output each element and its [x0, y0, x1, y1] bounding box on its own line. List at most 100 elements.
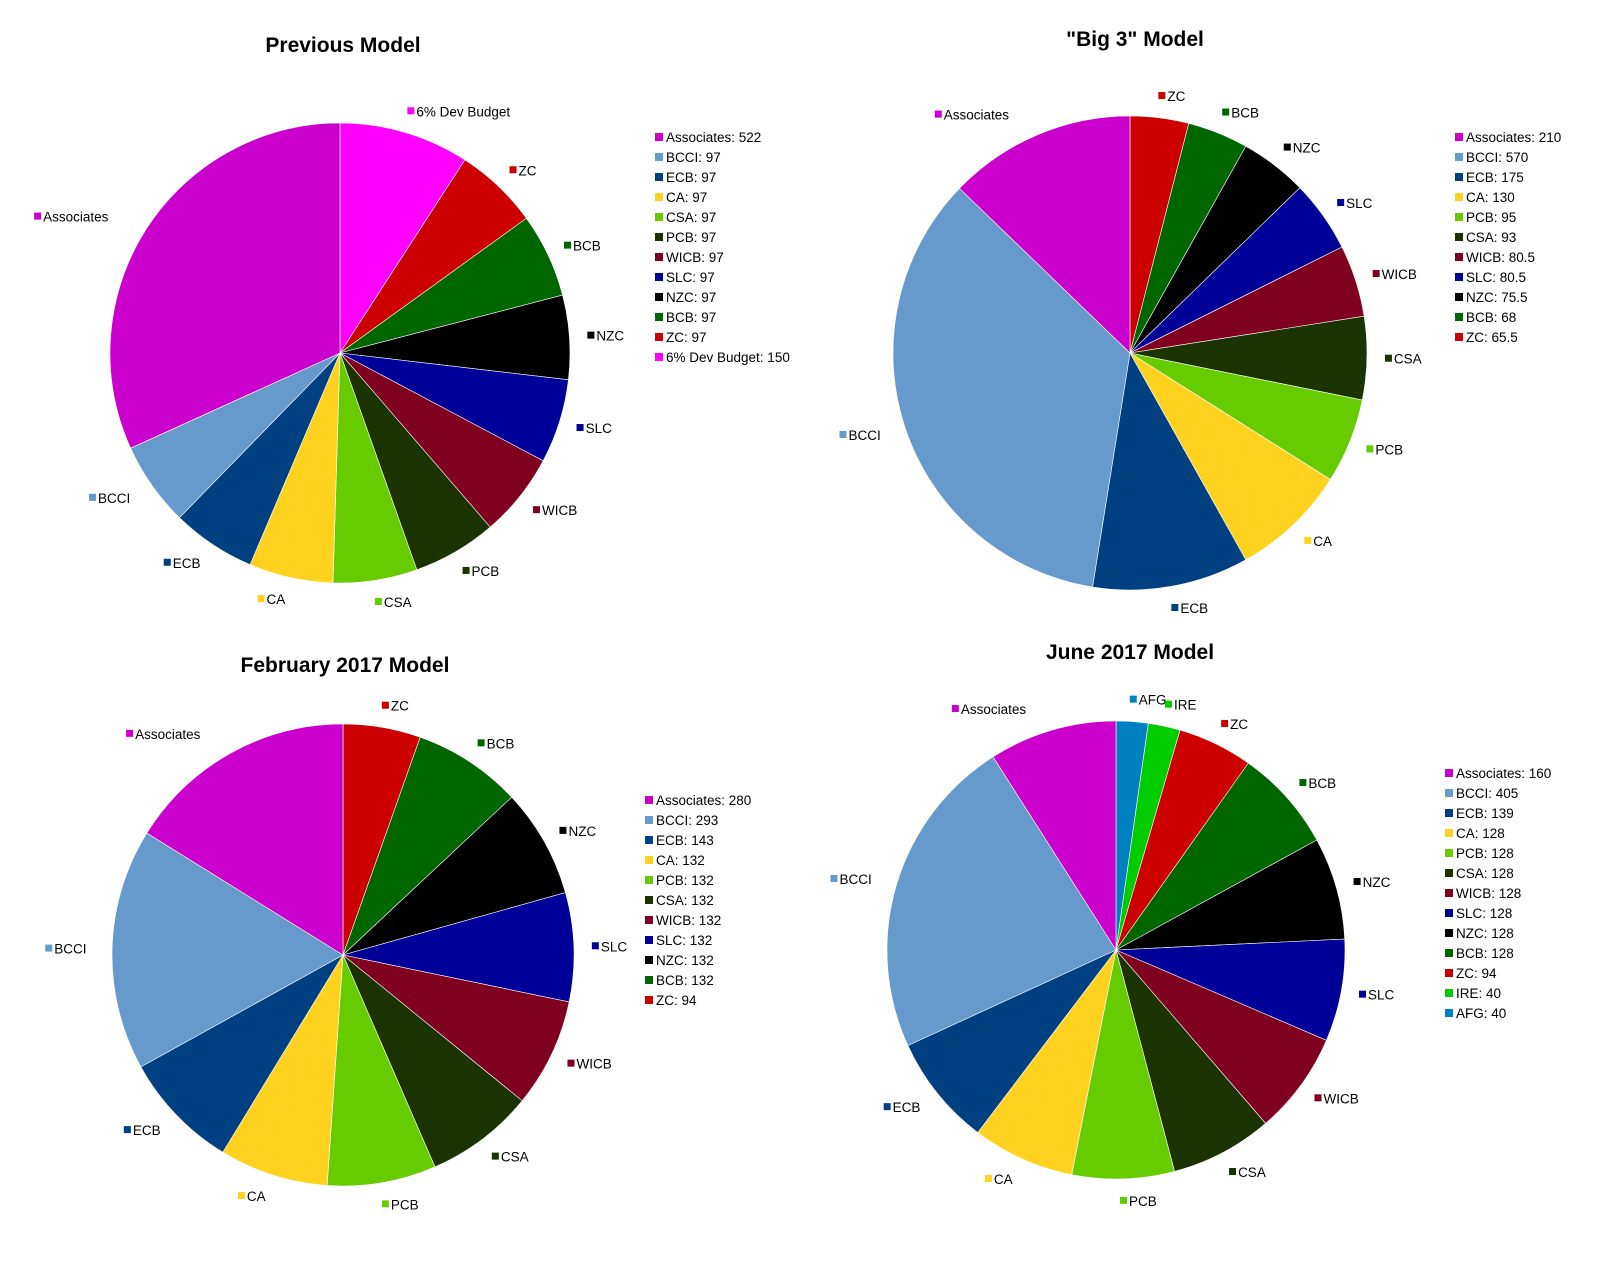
slice-label-marker	[1372, 270, 1380, 278]
slice-label-text: CA	[994, 1172, 1013, 1187]
pie-slice-bcb	[1115, 762, 1318, 951]
slice-label: Associates	[34, 210, 109, 225]
slice-label-text: BCB	[487, 736, 515, 751]
slice-label-marker	[830, 874, 838, 882]
legend-label: ZC: 94	[656, 993, 697, 1008]
pie-chart-4: June 2017 Model AFG IRE ZC BCB NZC SLC WICB CSA P…	[830, 641, 1551, 1209]
slice-label-text: WICB	[576, 1057, 611, 1072]
legend-item: SLC: 80.5	[1455, 270, 1526, 285]
slice-label: CA	[1304, 534, 1332, 549]
pie-slice-pcb	[1071, 949, 1175, 1180]
slice-label-marker	[477, 739, 485, 747]
legend-swatch	[1445, 809, 1453, 817]
legend-label: CA: 97	[666, 190, 707, 205]
slice-label-marker	[951, 705, 959, 713]
legend-item: ECB: 139	[1445, 806, 1514, 821]
slice-label: IRE	[1164, 698, 1197, 713]
slice-label-marker	[163, 558, 171, 566]
slice-label: BCCI	[88, 491, 130, 506]
slice-label-text: BCB	[1308, 776, 1336, 791]
slice-label: PCB	[462, 564, 499, 579]
slice-label-text: CSA	[1238, 1165, 1266, 1180]
legend-label: PCB: 132	[656, 873, 714, 888]
slice-label-text: ZC	[519, 163, 537, 178]
slice-label-marker	[984, 1175, 992, 1183]
slice-label-text: NZC	[1363, 875, 1391, 890]
slice-label-text: NZC	[1293, 141, 1321, 156]
pie-slice-6-dev-budget	[339, 122, 466, 355]
chart-title: "Big 3" Model	[1066, 28, 1204, 51]
slice-label-marker	[381, 1200, 389, 1208]
slice-label: ECB	[1171, 601, 1208, 616]
legend-label: Associates: 522	[666, 130, 761, 145]
legend-label: Associates: 160	[1456, 766, 1551, 781]
legend-item: PCB: 132	[645, 873, 714, 888]
legend-item: WICB: 132	[645, 913, 721, 928]
legend-item: CSA: 97	[655, 210, 716, 225]
legend-item: BCCI: 97	[655, 150, 721, 165]
pie-slice-csa	[342, 954, 523, 1168]
slice-label-text: Associates	[135, 727, 201, 742]
pie-slice-ca	[1129, 352, 1331, 561]
legend-swatch	[1455, 193, 1463, 201]
slice-label: ZC	[1158, 89, 1186, 104]
pie-slice-wicb	[1115, 949, 1327, 1124]
legend-swatch	[1445, 969, 1453, 977]
slice-label: Associates	[934, 108, 1009, 123]
legend-label: BCB: 68	[1466, 310, 1516, 325]
slice-label-marker	[462, 566, 470, 574]
legend-label: BCCI: 293	[656, 813, 718, 828]
pie-slice-pcb	[326, 954, 436, 1187]
pie-slice-associates	[109, 122, 341, 449]
slice-label: CA	[984, 1172, 1013, 1187]
slice-label-text: ZC	[1167, 89, 1185, 104]
slice-label-text: BCCI	[54, 942, 86, 957]
legend-swatch	[655, 153, 663, 161]
legend-item: Associates: 210	[1455, 130, 1561, 145]
slice-label: ECB	[123, 1123, 161, 1138]
slice-label-text: Associates	[961, 702, 1027, 717]
legend-swatch	[1455, 293, 1463, 301]
slice-label-marker	[1119, 1196, 1127, 1204]
slice-label-text: CA	[1313, 534, 1332, 549]
slice-label-marker	[1353, 877, 1361, 885]
legend-item: CSA: 128	[1445, 866, 1514, 881]
legend-label: ECB: 97	[666, 170, 716, 185]
slice-label: CSA	[374, 595, 412, 610]
pie-slice-bcci	[892, 187, 1131, 588]
legend-item: ECB: 143	[645, 833, 714, 848]
legend-swatch	[1445, 929, 1453, 937]
legend-label: PCB: 97	[666, 230, 716, 245]
slice-label: ZC	[1221, 717, 1248, 732]
slice-label: BCCI	[830, 872, 872, 887]
slice-label-text: SLC	[601, 939, 628, 954]
pie-slice-nzc	[342, 796, 566, 956]
slice-label: BCB	[1222, 106, 1259, 121]
legend-swatch	[1445, 909, 1453, 917]
slice-label-text: ECB	[893, 1100, 921, 1115]
legend-item: ZC: 94	[1445, 966, 1497, 981]
legend-swatch	[1455, 253, 1463, 261]
pie-chart-3: February 2017 Model ZC BCB NZC SLC WICB CSA PCB…	[45, 654, 751, 1212]
slice-label-marker	[1304, 536, 1312, 544]
legend-item: NZC: 132	[645, 953, 714, 968]
legend-label: SLC: 132	[656, 933, 712, 948]
slice-label-text: SLC	[1368, 988, 1395, 1003]
slice-label-marker	[1299, 779, 1307, 787]
slice-label-text: IRE	[1174, 698, 1197, 713]
legend-item: BCB: 97	[655, 310, 716, 325]
legend-label: CA: 128	[1456, 826, 1505, 841]
slice-label-marker	[591, 942, 599, 950]
slice-label-marker	[563, 241, 571, 249]
slice-label-text: BCB	[1231, 106, 1259, 121]
legend-item: WICB: 80.5	[1455, 250, 1535, 265]
slice-label: NZC	[587, 329, 624, 344]
slice-label-text: ECB	[173, 556, 201, 571]
legend-item: BCB: 128	[1445, 946, 1514, 961]
legend-item: BCB: 132	[645, 973, 714, 988]
slice-label-text: AFG	[1139, 693, 1167, 708]
slice-label: WICB	[567, 1057, 612, 1072]
pie-chart-2: "Big 3" Model ZC BCB NZC SLC WICB CSA PCB CA ECB B…	[839, 28, 1561, 616]
chart-title: Previous Model	[265, 34, 420, 57]
slice-label-marker	[126, 729, 134, 737]
